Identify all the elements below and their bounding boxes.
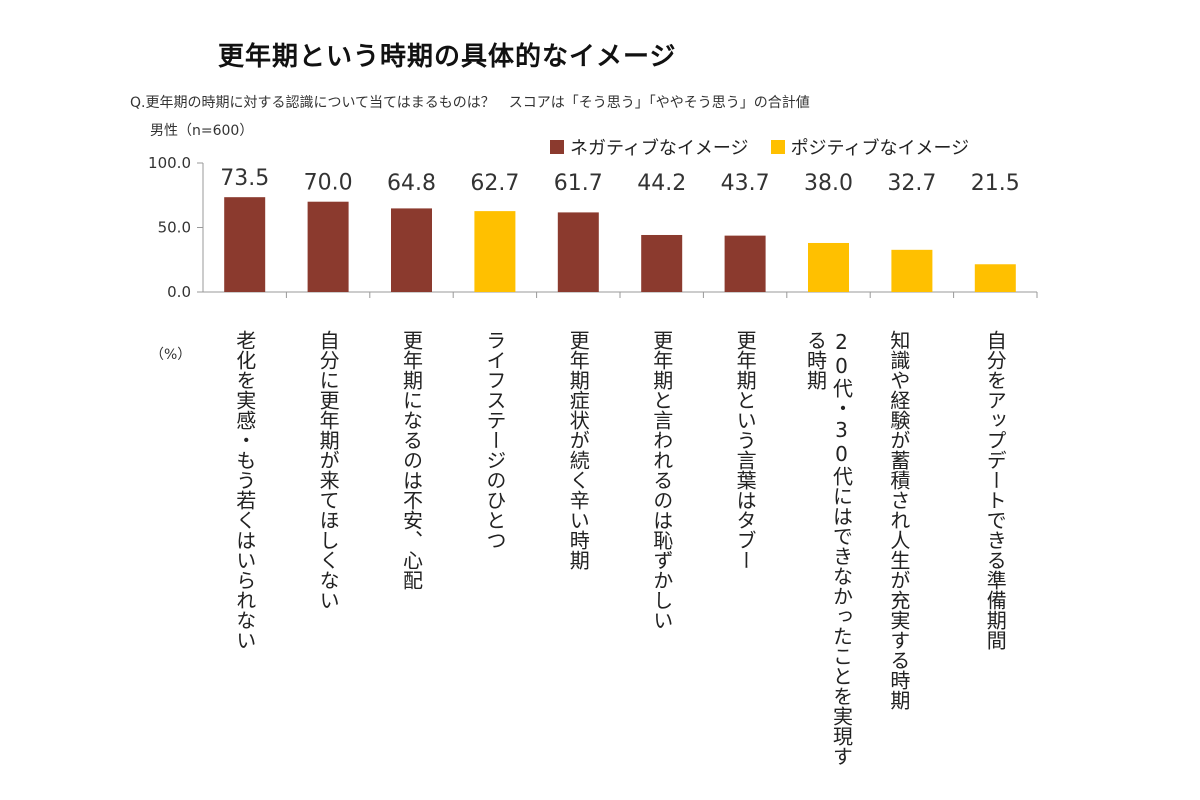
data-label: 70.0	[304, 171, 353, 196]
y-tick-label: 50.0	[158, 219, 191, 237]
category-label: 20代・30代にはできなかったことを実現する時期	[803, 330, 854, 766]
data-label: 73.5	[220, 166, 269, 191]
category-label: 更年期という言葉はタブー	[733, 330, 758, 570]
category-label: 自分に更年期が来てほしくない	[316, 330, 341, 610]
legend-swatch-positive	[770, 140, 785, 154]
category-label: 老化を実感・もう若くはいられない	[232, 330, 257, 650]
legend-label-positive: ポジティブなイメージ	[790, 138, 970, 159]
bar	[724, 235, 766, 292]
sample-size-label: 男性（n=600）	[150, 123, 254, 139]
category-label: 知識や経験が蓄積され人生が充実する時期	[886, 330, 911, 710]
bar	[808, 242, 849, 292]
legend-item-negative: ネガティブなイメージ	[550, 134, 749, 160]
data-label: 61.7	[554, 171, 603, 196]
survey-question: Q.更年期の時期に対する認識について当てはまるものは？ スコアは「そう思う」「や…	[130, 95, 810, 111]
bar	[974, 264, 1016, 292]
bar	[557, 212, 599, 292]
bar	[891, 249, 933, 292]
legend-swatch-negative	[550, 140, 564, 154]
bar	[641, 234, 683, 292]
category-label: ライフステージのひとつ	[482, 330, 507, 550]
legend: ネガティブなイメージ ポジティブなイメージ	[550, 134, 969, 160]
data-label: 64.8	[387, 171, 436, 196]
chart-title: 更年期という時期の具体的なイメージ	[218, 42, 677, 72]
category-label: 自分をアップデートできる準備期間	[983, 330, 1008, 650]
bar	[474, 211, 516, 292]
data-label: 44.2	[637, 171, 686, 196]
data-label: 62.7	[470, 171, 519, 196]
data-label: 43.7	[721, 171, 770, 196]
legend-label-negative: ネガティブなイメージ	[570, 138, 749, 159]
y-tick-label: 0.0	[167, 283, 191, 301]
category-label: 更年期症状が続く辛い時期	[566, 330, 591, 570]
bar	[307, 201, 349, 292]
bar	[224, 197, 266, 292]
category-label: 更年期になるのは不安、心配	[399, 330, 424, 590]
category-label: 更年期と言われるのは恥ずかしい	[649, 330, 674, 630]
data-label: 38.0	[804, 171, 853, 196]
unit-label: （%）	[150, 347, 192, 363]
y-tick-label: 100.0	[148, 154, 191, 172]
data-label: 32.7	[887, 171, 936, 196]
data-label: 21.5	[971, 171, 1020, 196]
legend-item-positive: ポジティブなイメージ	[770, 134, 970, 160]
bar	[391, 208, 432, 292]
